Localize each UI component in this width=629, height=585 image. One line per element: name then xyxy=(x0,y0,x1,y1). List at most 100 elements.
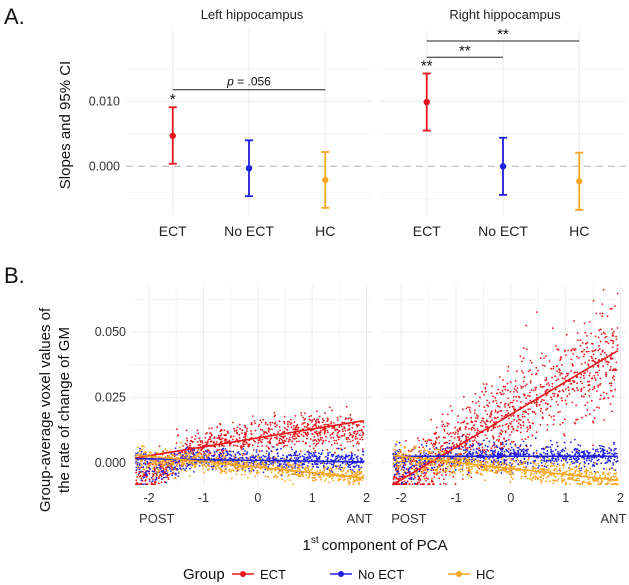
voxel-point xyxy=(606,452,609,455)
voxel-point xyxy=(197,453,200,456)
voxel-point xyxy=(586,370,589,372)
voxel-point xyxy=(602,288,605,291)
voxel-point xyxy=(448,439,451,442)
voxel-point xyxy=(424,460,426,462)
voxel-point xyxy=(264,421,267,424)
voxel-point xyxy=(419,483,422,486)
voxel-point xyxy=(342,473,345,476)
voxel-point xyxy=(590,460,593,463)
voxel-point xyxy=(167,466,170,469)
voxel-point xyxy=(564,350,566,352)
voxel-point xyxy=(358,442,360,445)
voxel-point xyxy=(422,446,424,449)
voxel-point xyxy=(293,443,296,446)
voxel-point xyxy=(474,437,476,439)
voxel-point xyxy=(611,369,614,372)
panel-a-chart: Left hippocampus Right hippocampus Slope… xyxy=(57,7,626,239)
voxel-point xyxy=(356,455,359,458)
voxel-point xyxy=(429,464,432,466)
voxel-point xyxy=(191,436,193,439)
voxel-point xyxy=(425,452,428,455)
voxel-point xyxy=(524,384,527,387)
voxel-point xyxy=(143,468,146,471)
voxel-point xyxy=(586,341,589,344)
voxel-point xyxy=(489,459,491,461)
voxel-point xyxy=(494,409,497,411)
voxel-point xyxy=(392,481,395,484)
voxel-point xyxy=(501,452,504,455)
voxel-point xyxy=(503,392,505,395)
voxel-point xyxy=(578,453,581,455)
voxel-point xyxy=(512,440,515,443)
voxel-point xyxy=(144,463,147,466)
voxel-point xyxy=(406,469,409,471)
voxel-point xyxy=(488,402,491,404)
voxel-point xyxy=(541,416,544,418)
voxel-point xyxy=(145,474,148,477)
voxel-point xyxy=(176,465,178,468)
voxel-point xyxy=(166,462,169,465)
voxel-point xyxy=(220,428,223,431)
voxel-point xyxy=(267,441,269,443)
voxel-point xyxy=(478,405,481,407)
voxel-point xyxy=(405,439,407,442)
voxel-point xyxy=(556,395,559,398)
voxel-point xyxy=(179,453,181,455)
voxel-point xyxy=(240,446,242,449)
voxel-point xyxy=(274,436,276,439)
voxel-point xyxy=(154,483,156,486)
voxel-point xyxy=(332,479,335,482)
voxel-point xyxy=(582,374,585,377)
voxel-point xyxy=(512,448,515,451)
voxel-point xyxy=(477,435,479,437)
voxel-point xyxy=(155,460,158,463)
voxel-point xyxy=(171,462,174,465)
voxel-point xyxy=(393,475,395,478)
voxel-point xyxy=(277,466,280,469)
voxel-point xyxy=(522,386,524,388)
voxel-point xyxy=(431,478,433,480)
voxel-point xyxy=(484,450,487,453)
voxel-point xyxy=(483,406,486,408)
category-label: ECT xyxy=(159,223,187,239)
voxel-point xyxy=(514,465,516,468)
voxel-point xyxy=(294,415,297,417)
voxel-point xyxy=(497,464,499,467)
voxel-point xyxy=(527,370,530,373)
voxel-point xyxy=(220,440,222,443)
voxel-point xyxy=(181,469,183,471)
voxel-point xyxy=(493,461,495,463)
voxel-point xyxy=(301,423,303,425)
voxel-point xyxy=(603,452,605,455)
voxel-point xyxy=(315,440,318,442)
voxel-point xyxy=(160,475,163,477)
voxel-point xyxy=(347,466,349,468)
voxel-point xyxy=(491,419,493,422)
voxel-point xyxy=(273,411,276,414)
voxel-point xyxy=(255,449,258,451)
voxel-point xyxy=(199,452,201,455)
voxel-point xyxy=(187,462,190,464)
voxel-point xyxy=(333,421,335,424)
voxel-point xyxy=(612,375,615,378)
voxel-point xyxy=(525,324,528,327)
voxel-point xyxy=(346,441,349,443)
voxel-point xyxy=(610,390,613,392)
voxel-point xyxy=(297,426,300,429)
voxel-point xyxy=(507,451,510,454)
voxel-point xyxy=(294,465,297,468)
voxel-point xyxy=(477,415,479,418)
voxel-point xyxy=(553,395,555,398)
voxel-point xyxy=(244,463,246,465)
voxel-point xyxy=(135,462,138,465)
voxel-point xyxy=(558,368,561,371)
voxel-point xyxy=(176,461,179,464)
voxel-point xyxy=(307,457,310,460)
voxel-point xyxy=(262,471,265,474)
voxel-point xyxy=(596,390,598,392)
voxel-point xyxy=(599,394,602,397)
voxel-point xyxy=(505,440,508,442)
voxel-point xyxy=(218,436,220,439)
voxel-point xyxy=(254,429,257,432)
voxel-point xyxy=(352,439,354,442)
